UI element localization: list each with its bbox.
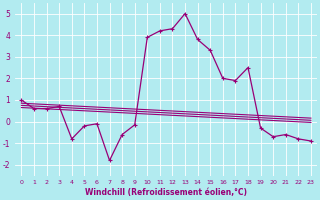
X-axis label: Windchill (Refroidissement éolien,°C): Windchill (Refroidissement éolien,°C)	[85, 188, 247, 197]
